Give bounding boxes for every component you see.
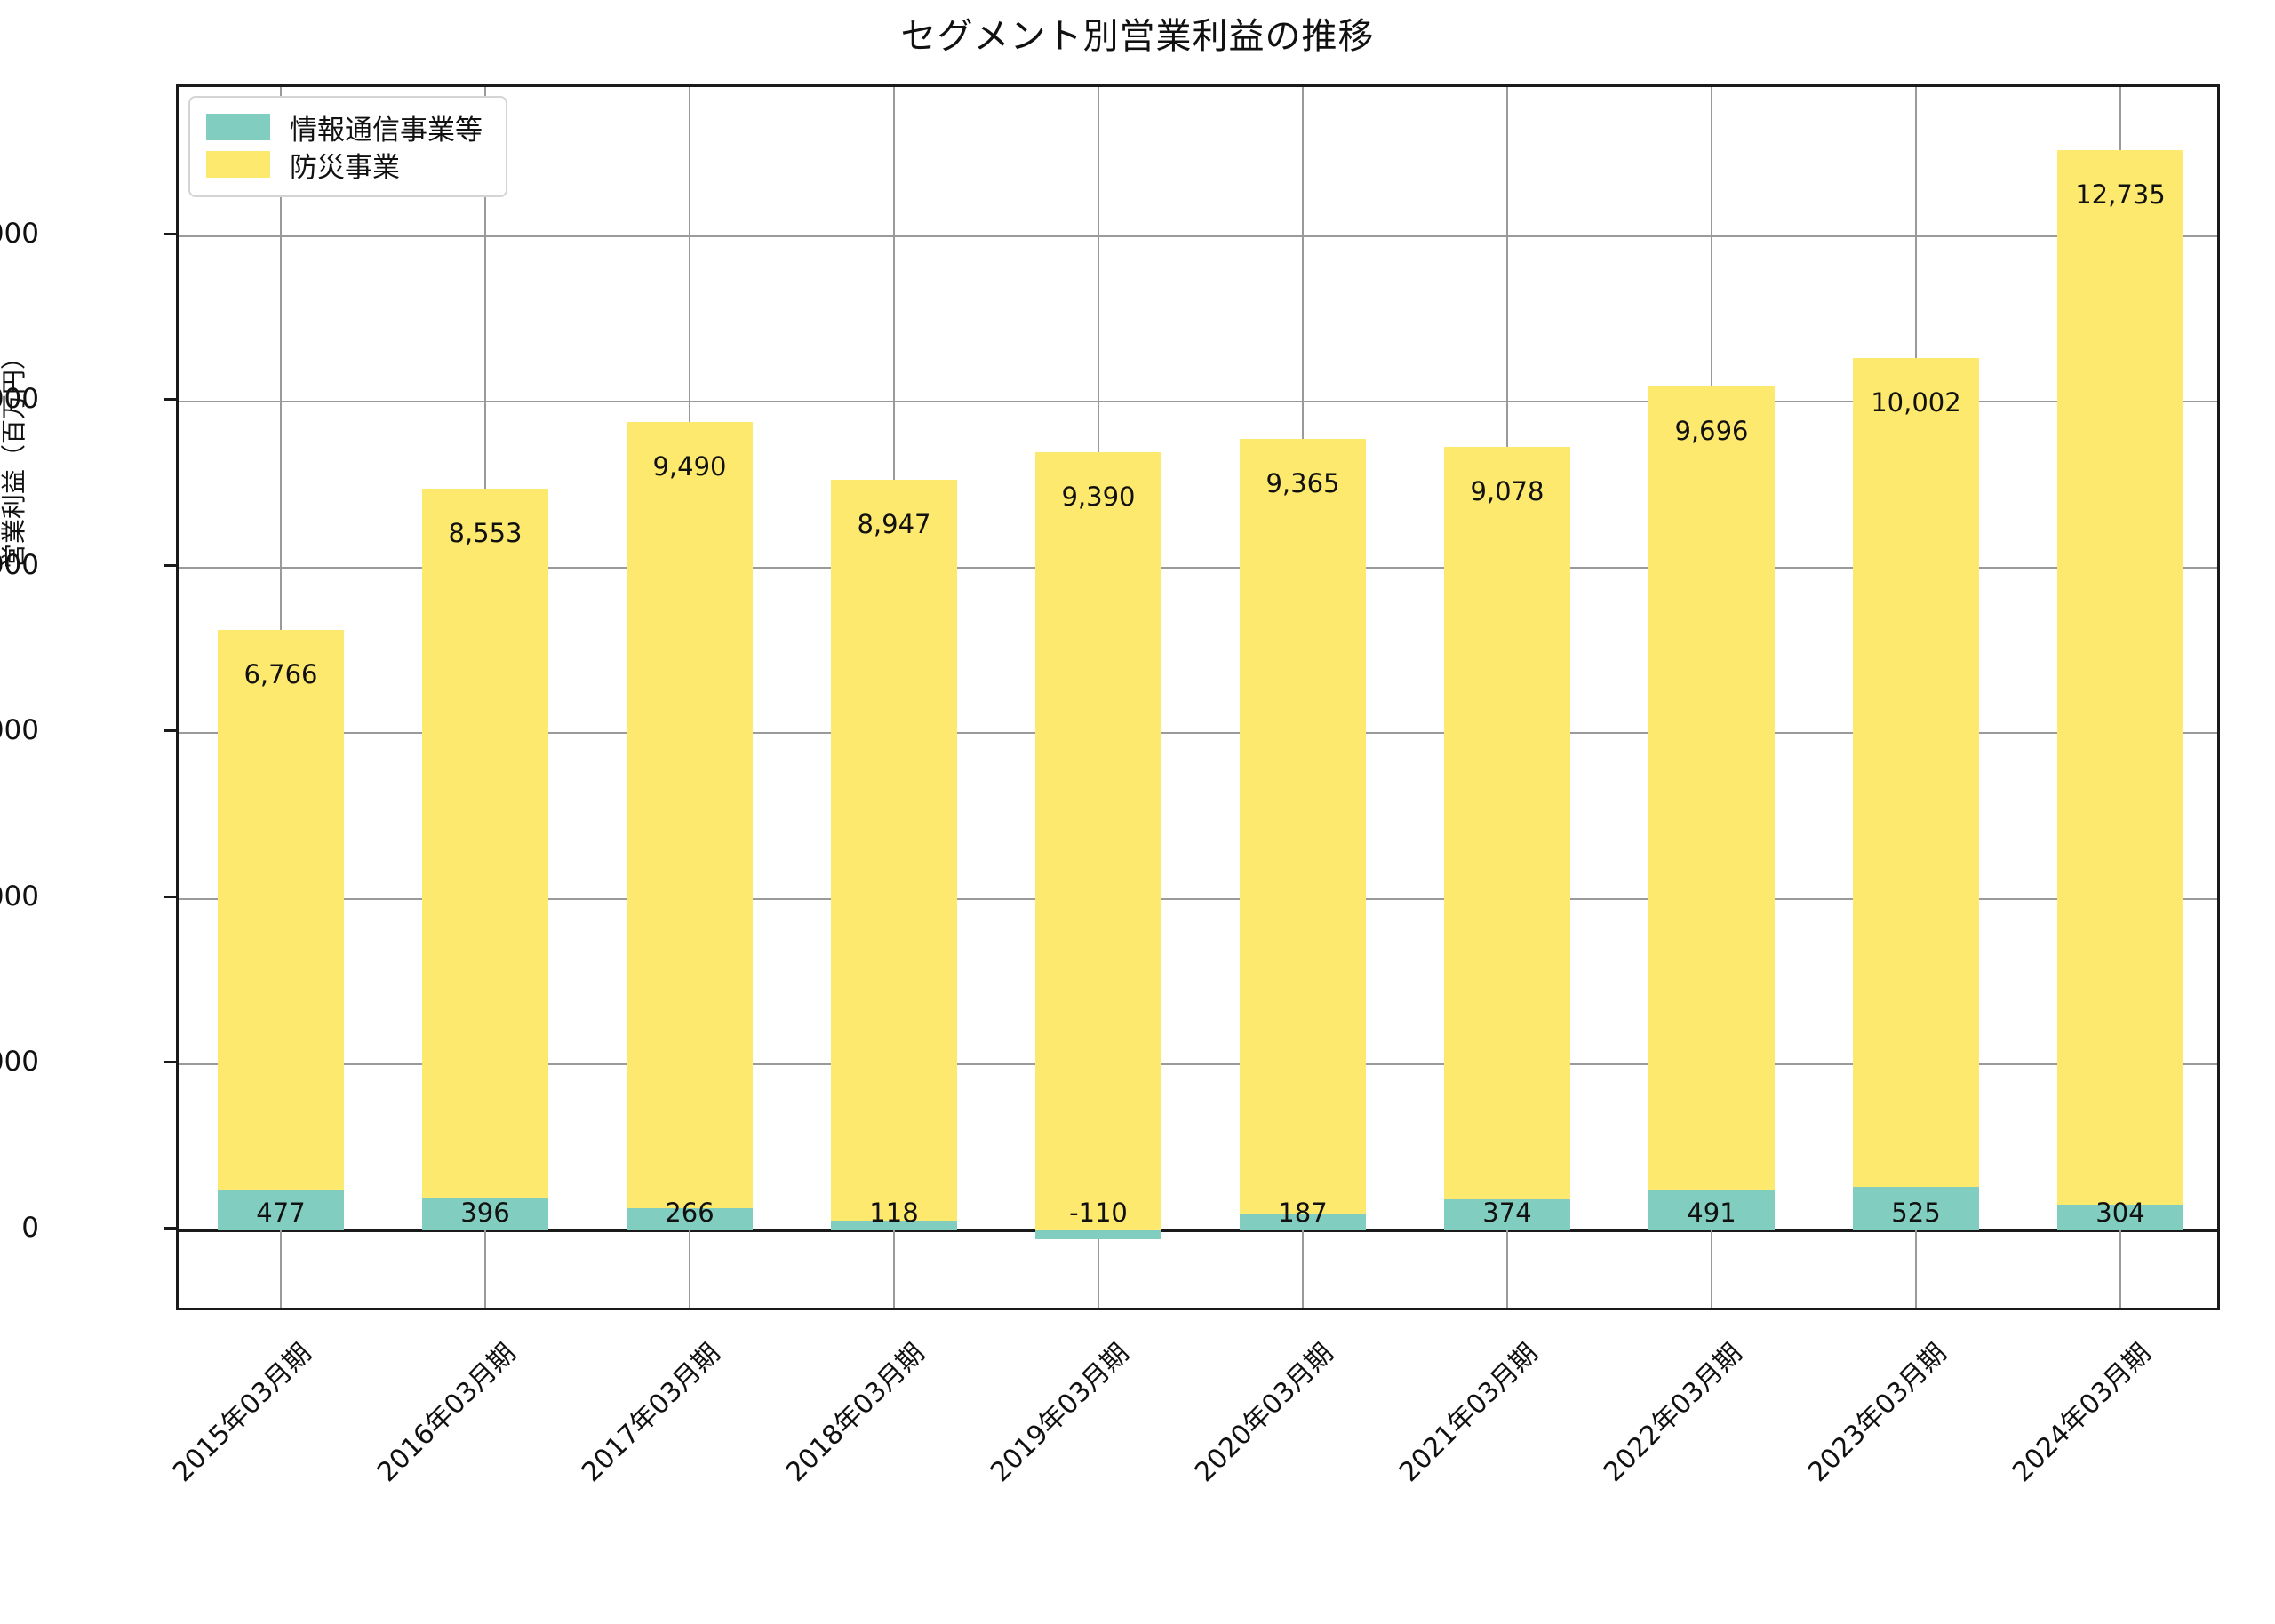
y-axis-tick-label: 2,000: [0, 1046, 39, 1079]
bar-segment-disaster-prevention[interactable]: [1852, 358, 1980, 1187]
y-axis-tick-mark: [164, 1061, 176, 1064]
bar-segment-information-communication[interactable]: [421, 1197, 549, 1230]
bar-segment-information-communication[interactable]: [1034, 1230, 1162, 1239]
legend: 情報通信事業等 防災事業: [188, 96, 507, 197]
bar-segment-disaster-prevention[interactable]: [1443, 447, 1571, 1199]
y-axis-tick-label: 10,000: [0, 383, 39, 416]
bar-group[interactable]: 9,365 187: [1239, 87, 1367, 1308]
legend-swatch-icon: [206, 151, 270, 178]
bar-group[interactable]: 9,696 491: [1648, 87, 1776, 1308]
bar-segment-disaster-prevention[interactable]: [217, 630, 345, 1191]
zero-axis-line: [179, 1228, 2217, 1232]
chart-title: セグメント別営業利益の推移: [900, 16, 1375, 57]
bar-group[interactable]: 10,002 525: [1852, 87, 1980, 1308]
bar-segment-information-communication[interactable]: [626, 1207, 754, 1230]
gridline-horizontal: [179, 732, 2217, 735]
bar-group[interactable]: 6,766 477: [217, 87, 345, 1308]
bar-segment-information-communication[interactable]: [1443, 1198, 1571, 1230]
bars-layer: 6,766 477 8,553 396 9,490 266 8,947 118 9,390 -11…: [179, 87, 2217, 1308]
bar-group[interactable]: 8,553 396: [421, 87, 549, 1308]
y-axis-tick-label: 8,000: [0, 548, 39, 581]
bar-segment-disaster-prevention[interactable]: [2056, 149, 2184, 1206]
legend-swatch-icon: [206, 114, 270, 140]
bar-value-label-information-communication: 477: [256, 1197, 306, 1228]
bar-segment-information-communication[interactable]: [2056, 1205, 2184, 1230]
bar-value-label-disaster-prevention: 10,002: [1871, 387, 1961, 418]
y-axis-tick-label: 12,000: [0, 217, 39, 250]
gridline-horizontal: [179, 401, 2217, 403]
bar-value-label-disaster-prevention: 9,490: [652, 451, 727, 482]
bar-value-label-disaster-prevention: 9,365: [1265, 468, 1340, 499]
bar-value-label-disaster-prevention: 9,078: [1470, 476, 1545, 507]
bar-value-label-information-communication: 266: [665, 1197, 714, 1228]
bar-segment-disaster-prevention[interactable]: [421, 489, 549, 1198]
gridline-horizontal: [179, 897, 2217, 900]
bar-value-label-information-communication: 118: [869, 1197, 919, 1228]
bar-value-label-information-communication: -110: [1069, 1197, 1128, 1228]
y-axis-tick-label: 4,000: [0, 880, 39, 912]
y-axis-title: 営業利益（百万円）: [0, 344, 28, 569]
y-axis-tick-mark: [164, 729, 176, 733]
bar-value-label-disaster-prevention: 6,766: [243, 659, 318, 690]
y-axis-tick-mark: [164, 895, 176, 898]
y-axis-tick-mark: [164, 563, 176, 567]
bar-group[interactable]: 9,390 -110: [1034, 87, 1162, 1308]
plot-area: 6,766 477 8,553 396 9,490 266 8,947 118 9,390 -11…: [176, 84, 2220, 1310]
bar-value-label-information-communication: 304: [2095, 1197, 2145, 1228]
bar-value-label-information-communication: 187: [1278, 1197, 1328, 1228]
bar-segment-information-communication[interactable]: [830, 1220, 958, 1230]
bar-segment-disaster-prevention[interactable]: [1239, 439, 1367, 1215]
bar-value-label-disaster-prevention: 8,553: [448, 518, 523, 549]
y-axis-tick-label: 6,000: [0, 714, 39, 747]
legend-item[interactable]: 情報通信事業等: [206, 108, 483, 147]
bar-group[interactable]: 9,078 374: [1443, 87, 1571, 1308]
gridline-horizontal: [179, 1063, 2217, 1066]
gridline-horizontal: [179, 566, 2217, 569]
bar-value-label-disaster-prevention: 9,696: [1674, 415, 1749, 446]
bar-segment-information-communication[interactable]: [1648, 1189, 1776, 1230]
bar-segment-information-communication[interactable]: [1852, 1186, 1980, 1230]
bar-value-label-disaster-prevention: 8,947: [857, 508, 931, 539]
bar-value-label-information-communication: 491: [1687, 1197, 1736, 1228]
bar-segment-disaster-prevention[interactable]: [626, 422, 754, 1208]
bar-value-label-information-communication: 374: [1482, 1197, 1532, 1228]
bar-group[interactable]: 9,490 266: [626, 87, 754, 1308]
bar-segment-disaster-prevention[interactable]: [1648, 386, 1776, 1190]
legend-item[interactable]: 防災事業: [206, 146, 483, 184]
bar-segment-disaster-prevention[interactable]: [1034, 452, 1162, 1230]
legend-item-label: 情報通信事業等: [290, 114, 483, 147]
y-axis-tick-mark: [164, 232, 176, 235]
bar-value-label-information-communication: 396: [460, 1197, 510, 1228]
bar-group[interactable]: 8,947 118: [830, 87, 958, 1308]
bar-value-label-disaster-prevention: 12,735: [2075, 179, 2166, 210]
chart-canvas: セグメント別営業利益の推移 6,766 477 8,553 396 9,490 266 8,…: [0, 16, 2220, 1489]
bar-value-label-disaster-prevention: 9,390: [1061, 482, 1136, 513]
y-axis-tick-mark: [164, 1226, 176, 1230]
gridline-horizontal: [179, 235, 2217, 237]
y-axis-tick-mark: [164, 398, 176, 402]
bar-value-label-information-communication: 525: [1891, 1197, 1941, 1228]
bar-segment-disaster-prevention[interactable]: [830, 479, 958, 1221]
y-axis-tick-label: 0: [21, 1211, 39, 1244]
bar-segment-information-communication[interactable]: [217, 1190, 345, 1230]
bar-segment-information-communication[interactable]: [1239, 1214, 1367, 1230]
bar-group[interactable]: 12,735 304: [2056, 87, 2184, 1308]
legend-item-label: 防災事業: [290, 151, 400, 184]
